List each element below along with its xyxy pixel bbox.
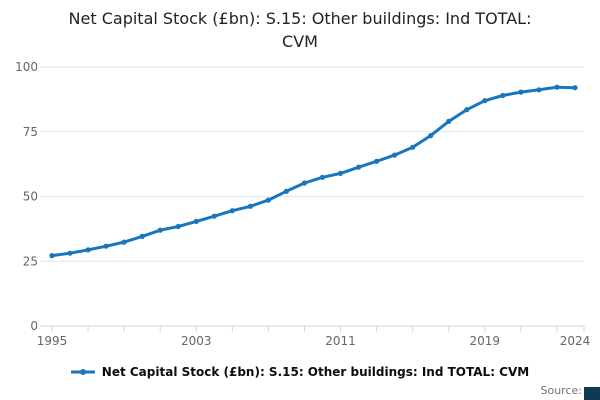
y-gridlines (40, 66, 584, 262)
y-axis-labels: 0 25 50 75 100 (15, 60, 38, 333)
chart-title-line2: CVM (282, 32, 318, 51)
svg-text:2011: 2011 (325, 334, 356, 348)
x-axis-labels: 1995 2003 2011 2019 2024 (37, 334, 591, 348)
svg-text:50: 50 (23, 190, 38, 204)
source-label: Source: (540, 384, 583, 397)
logo-corner-box (584, 387, 600, 400)
svg-text:25: 25 (23, 254, 38, 268)
line-chart-plot-area: 0 25 50 75 100 1995 2003 2011 2019 2024 (15, 60, 591, 348)
svg-text:2019: 2019 (470, 334, 501, 348)
x-axis (40, 325, 585, 332)
data-points (49, 84, 578, 259)
svg-text:2003: 2003 (181, 334, 212, 348)
legend-item[interactable]: Net Capital Stock (£bn): S.15: Other bui… (0, 363, 600, 381)
svg-text:1995: 1995 (37, 334, 68, 348)
svg-text:75: 75 (23, 125, 38, 139)
svg-text:0: 0 (30, 319, 38, 333)
data-line (50, 85, 577, 258)
legend-label: Net Capital Stock (£bn): S.15: Other bui… (101, 365, 530, 379)
svg-text:100: 100 (15, 60, 38, 74)
chart-title: Net Capital Stock (£bn): S.15: Other bui… (0, 7, 600, 53)
chart-title-line1: Net Capital Stock (£bn): S.15: Other bui… (68, 9, 532, 28)
svg-text:2024: 2024 (560, 334, 591, 348)
legend-line-marker-icon (70, 369, 95, 375)
